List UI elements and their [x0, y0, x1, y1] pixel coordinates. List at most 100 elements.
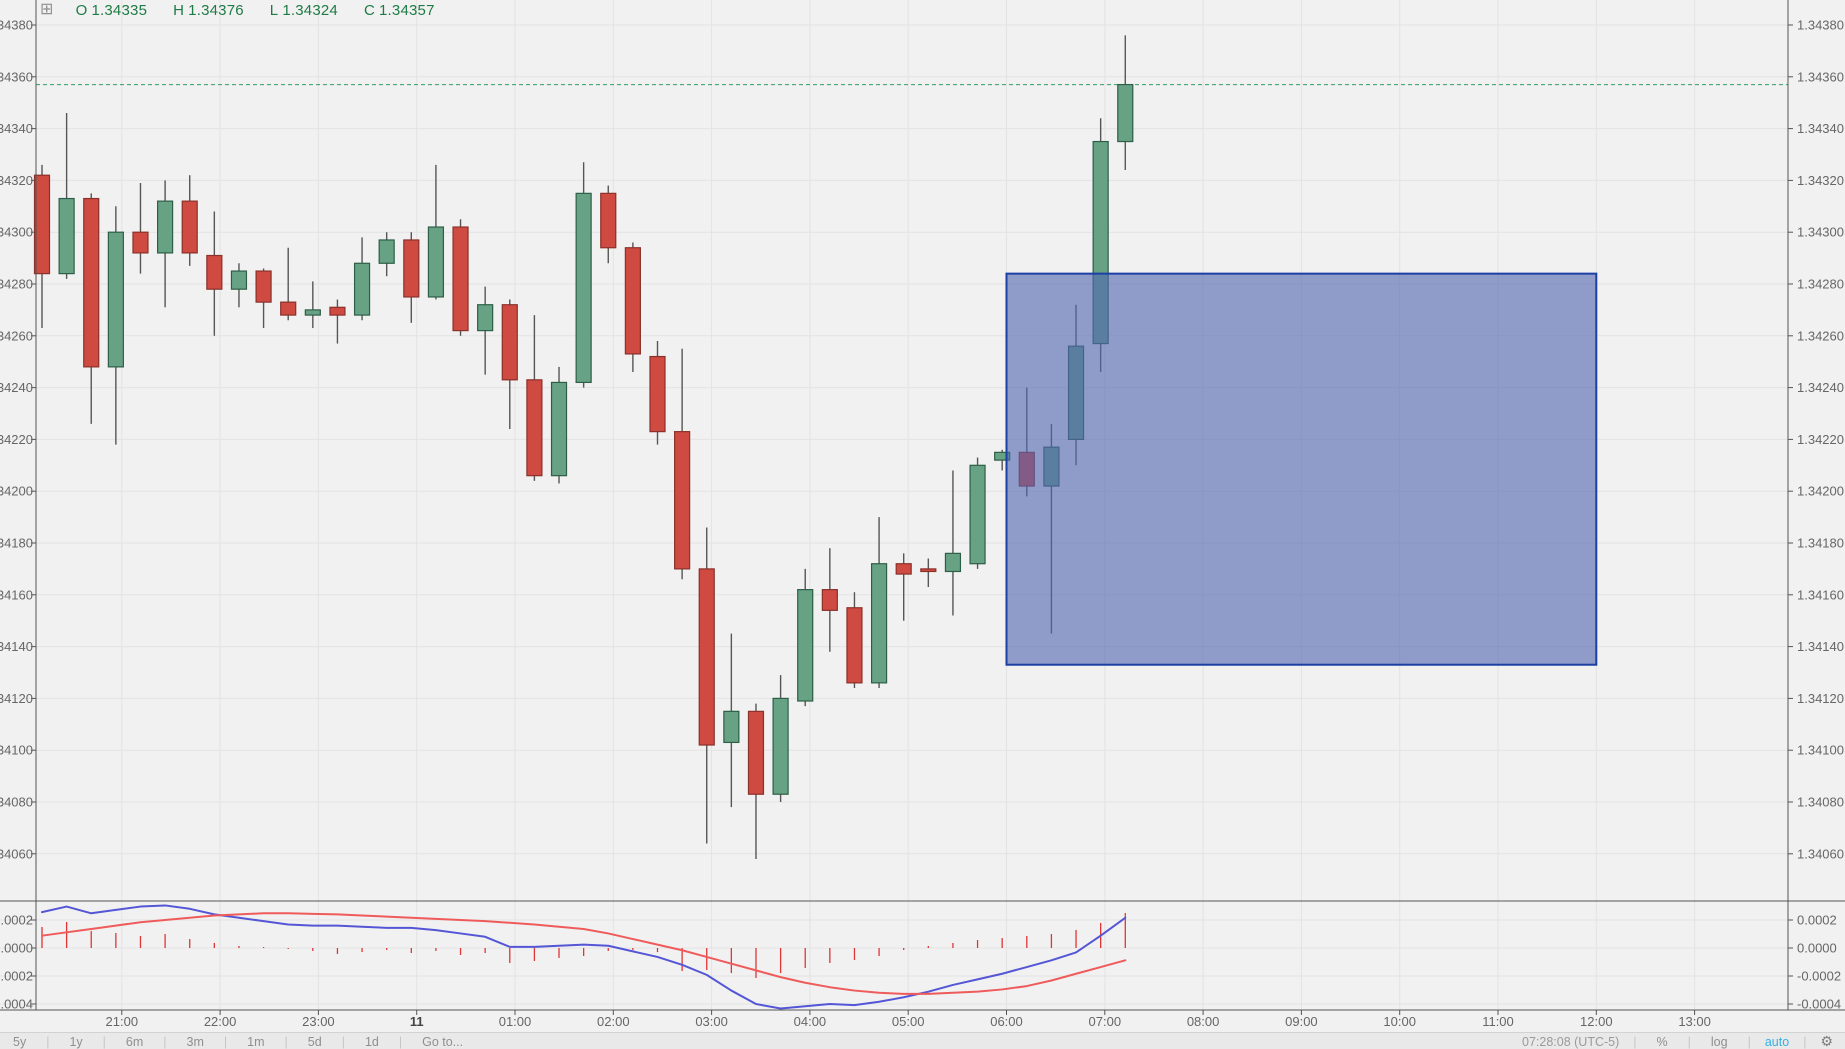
price-label-left: 34180 — [0, 536, 33, 551]
price-label-left: 34100 — [0, 743, 33, 758]
toolbar-separator: | — [1803, 1034, 1807, 1049]
range-buttons: 5y | 1y | 6m | 3m | 1m | 5d | 1d | Go to... — [0, 1035, 483, 1049]
toolbar-separator: | — [102, 1034, 106, 1049]
time-label: 04:00 — [794, 1014, 827, 1029]
auto-scale-button[interactable]: auto — [1764, 1034, 1790, 1049]
candle-body — [944, 552, 962, 573]
legend-close: C 1.34357 — [363, 1, 435, 19]
candle-body — [920, 568, 937, 573]
candle-body — [403, 239, 420, 298]
price-label-right: 1.34100 — [1797, 743, 1844, 758]
toolbar-separator: | — [1747, 1034, 1751, 1049]
price-label-left: 34260 — [0, 328, 33, 343]
price-label-left: 34200 — [0, 484, 33, 499]
price-label-right: 1.34060 — [1797, 846, 1844, 861]
toolbar-separator: | — [1633, 1034, 1637, 1049]
bottom-toolbar: 5y | 1y | 6m | 3m | 1m | 5d | 1d | Go to... 07:… — [0, 1032, 1845, 1049]
range-1d-button[interactable]: 1d — [364, 1034, 379, 1049]
price-label-left: 34080 — [0, 795, 33, 810]
log-scale-button[interactable]: log — [1710, 1034, 1728, 1049]
time-label: 23:00 — [302, 1014, 335, 1029]
indicator-label-right: -0.0004 — [1797, 997, 1841, 1012]
candle-body — [107, 231, 124, 368]
time-label: 21:00 — [106, 1014, 139, 1029]
indicator-label-left: .0004 — [0, 997, 33, 1012]
settings-gear-icon[interactable]: ⚙ — [1820, 1033, 1833, 1049]
goto-button[interactable]: Go to... — [422, 1034, 464, 1049]
candle-body — [255, 270, 272, 303]
toolbar-separator: | — [46, 1034, 50, 1049]
range-6m-button[interactable]: 6m — [125, 1034, 144, 1049]
candle-body — [353, 262, 371, 316]
time-label: 13:00 — [1678, 1014, 1711, 1029]
price-label-left: 34320 — [0, 173, 33, 188]
price-label-left: 34340 — [0, 121, 33, 136]
range-1m-button[interactable]: 1m — [247, 1034, 265, 1049]
candle-body — [477, 304, 494, 332]
candle-body — [550, 381, 568, 477]
price-label-right: 1.34360 — [1797, 69, 1844, 84]
candle-body — [378, 239, 395, 264]
range-1y-button[interactable]: 1y — [69, 1034, 83, 1049]
instrument-box-icon[interactable]: ⊞ — [40, 1, 54, 18]
time-label: 05:00 — [892, 1014, 925, 1029]
indicator-label-left: .0000 — [0, 941, 33, 956]
candle-body — [329, 306, 346, 316]
date-label: 11 — [410, 1014, 424, 1029]
time-label: 09:00 — [1285, 1014, 1318, 1029]
candle-body — [600, 192, 617, 249]
percent-scale-button[interactable]: % — [1656, 1034, 1668, 1049]
price-label-right: 1.34260 — [1797, 328, 1844, 343]
candle-body — [304, 309, 321, 316]
candle-body — [797, 589, 814, 702]
time-label: 08:00 — [1187, 1014, 1220, 1029]
candle-body — [846, 607, 863, 684]
toolbar-separator: | — [284, 1034, 288, 1049]
range-5y-button[interactable]: 5y — [13, 1034, 27, 1049]
price-label-left: 34140 — [0, 639, 33, 654]
candle-body — [157, 200, 174, 254]
price-label-right: 1.34340 — [1797, 121, 1844, 136]
candle-body — [501, 304, 518, 381]
time-label: 11:00 — [1482, 1014, 1514, 1029]
time-label: 01:00 — [499, 1014, 532, 1029]
time-label: 03:00 — [695, 1014, 728, 1029]
price-label-right: 1.34280 — [1797, 277, 1844, 292]
candle-body — [895, 563, 912, 575]
ohlc-legend: ⊞ O 1.34335 H 1.34376 L 1.34324 C 1.34357 — [40, 1, 439, 19]
candle-body — [206, 254, 223, 290]
candle-body — [674, 431, 691, 570]
time-label: 10:00 — [1383, 1014, 1416, 1029]
candle-body — [747, 710, 765, 795]
time-label: 06:00 — [990, 1014, 1023, 1029]
price-label-right: 1.34140 — [1797, 639, 1844, 654]
candle-body — [723, 710, 740, 744]
time-label: 12:00 — [1580, 1014, 1613, 1029]
candle-body — [870, 563, 888, 684]
clock-label: 07:28:08 (UTC-5) — [1522, 1034, 1620, 1049]
time-label: 07:00 — [1089, 1014, 1122, 1029]
toolbar-separator: | — [223, 1034, 228, 1049]
signal-line — [41, 912, 1127, 995]
candle-body — [58, 197, 75, 275]
candle-body — [1117, 83, 1134, 143]
legend-open: O 1.34335 — [75, 1, 148, 19]
price-label-left: 34060 — [0, 846, 33, 861]
range-3m-button[interactable]: 3m — [186, 1034, 204, 1049]
price-label-left: 34120 — [0, 691, 33, 706]
candle-body — [280, 301, 297, 316]
candle-body — [427, 226, 445, 298]
candle-body — [698, 568, 715, 746]
selection-rectangle[interactable] — [1005, 272, 1598, 666]
indicator-label-left: .0002 — [0, 913, 33, 928]
price-label-left: 34360 — [0, 69, 33, 84]
price-label-right: 1.34180 — [1797, 536, 1844, 551]
range-5d-button[interactable]: 5d — [307, 1034, 322, 1049]
indicator-label-right: 0.0002 — [1797, 913, 1837, 928]
candle-body — [181, 200, 198, 254]
price-label-right: 1.34240 — [1797, 380, 1844, 395]
toolbar-right: 07:28:08 (UTC-5) | % | log | auto | ⚙ — [1522, 1033, 1833, 1049]
toolbar-separator: | — [398, 1034, 403, 1049]
